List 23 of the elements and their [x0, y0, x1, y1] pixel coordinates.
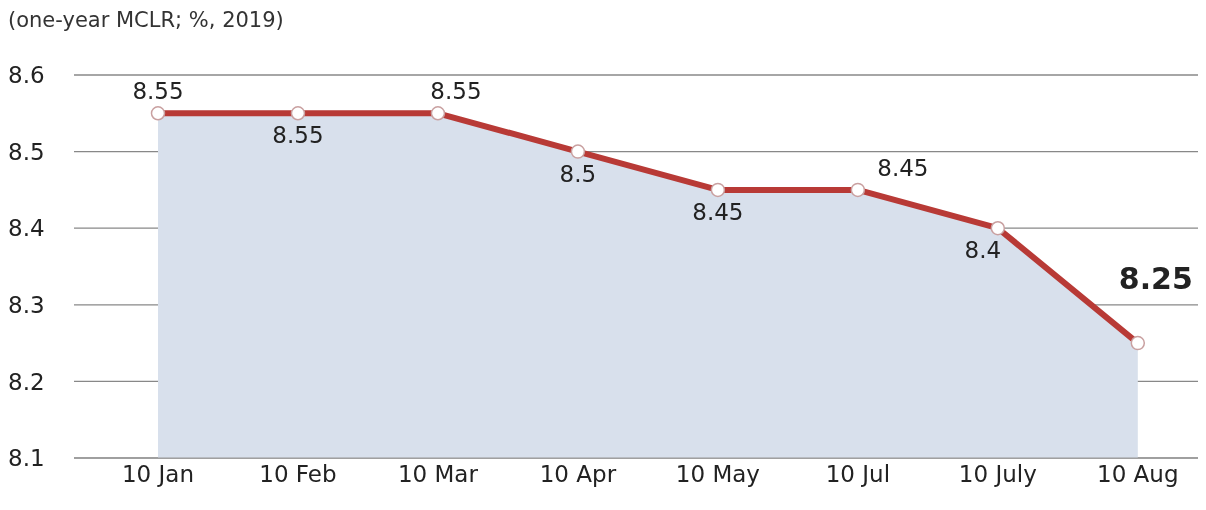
y-tick-label: 8.1	[8, 445, 45, 472]
x-tick-label: 10 May	[675, 461, 760, 488]
x-tick-label: 10 Feb	[259, 461, 337, 488]
y-tick-label: 8.5	[8, 138, 45, 165]
y-tick-label: 8.6	[8, 62, 45, 89]
data-label: 8.25	[1118, 261, 1193, 297]
x-tick-label: 10 July	[958, 461, 1037, 488]
chart-subtitle: (one-year MCLR; %, 2019)	[8, 8, 284, 32]
data-label: 8.45	[692, 198, 744, 225]
y-tick-label: 8.2	[8, 368, 45, 395]
x-tick-label: 10 Mar	[397, 461, 479, 488]
data-label: 8.55	[430, 78, 482, 105]
data-label: 8.5	[559, 160, 597, 187]
y-tick-label: 8.3	[8, 291, 45, 318]
data-label: 8.4	[964, 237, 1002, 264]
data-label: 8.55	[132, 78, 184, 105]
x-tick-label: 10 Jul	[825, 461, 891, 488]
y-tick-label: 8.4	[8, 215, 45, 242]
x-tick-label: 10 Apr	[539, 461, 617, 488]
x-tick-label: 10 Aug	[1097, 461, 1179, 488]
data-label: 8.55	[272, 122, 324, 149]
data-label: 8.45	[877, 154, 929, 181]
x-tick-label: 10 Jan	[121, 461, 195, 488]
